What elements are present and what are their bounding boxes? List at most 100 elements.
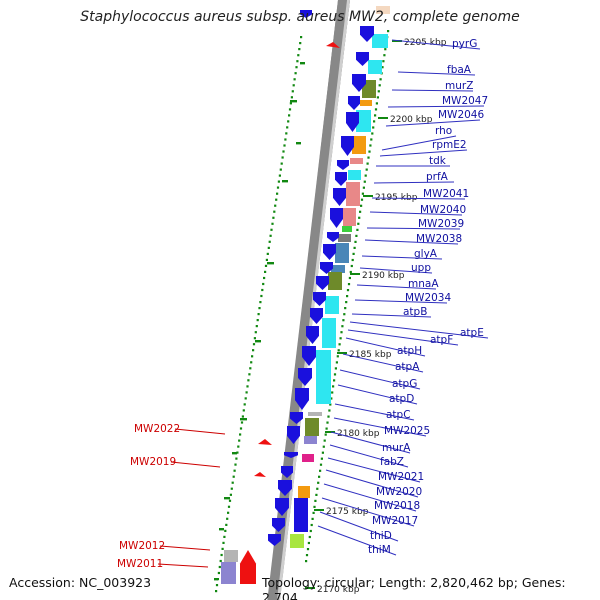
inner-tick-dot xyxy=(319,469,322,472)
outer-tick-dot xyxy=(252,343,256,346)
forward-gene-label: MW2018 xyxy=(374,500,420,512)
inner-tick-dot xyxy=(314,499,317,502)
outer-tick-dot xyxy=(262,282,265,286)
outer-tick-dot xyxy=(241,415,244,418)
outer-tick-dot xyxy=(286,126,289,129)
outer-tick-dot xyxy=(257,313,260,316)
inner-tick-dot xyxy=(309,529,312,533)
outer-tick-dot xyxy=(252,349,255,352)
forward-gene-label: thiM xyxy=(368,544,391,556)
forward-label-leader xyxy=(329,444,409,468)
cog-block xyxy=(346,182,360,206)
outer-tick-dot xyxy=(219,559,222,563)
reverse-gene-arrow xyxy=(240,550,256,584)
content-dash xyxy=(219,528,224,531)
cog-block xyxy=(331,265,345,273)
inner-tick-dot xyxy=(346,295,349,298)
inner-tick-dot xyxy=(337,349,340,352)
outer-tick-dot xyxy=(258,307,261,310)
forward-label-leader xyxy=(359,267,433,274)
forward-label-leader xyxy=(373,181,455,184)
forward-gene-label: MW2025 xyxy=(384,425,430,437)
cog-block xyxy=(221,562,236,584)
outer-tick-dot xyxy=(256,319,259,322)
outer-tick-dot xyxy=(269,234,272,237)
inner-tick-dot xyxy=(326,421,329,424)
forward-label-leader xyxy=(356,284,437,290)
inner-tick-dot xyxy=(360,204,363,207)
forward-gene-arrow xyxy=(284,452,298,458)
inner-tick-dot xyxy=(333,373,337,376)
forward-label-leader xyxy=(321,497,415,527)
outer-tick-dot xyxy=(276,186,280,189)
reverse-label-leader xyxy=(157,563,209,568)
reverse-gene-label: MW2012 xyxy=(119,540,165,552)
inner-tick-dot xyxy=(330,397,333,400)
inner-tick-dot xyxy=(322,445,325,448)
outer-tick-dot xyxy=(285,132,288,135)
outer-tick-dot xyxy=(260,294,263,298)
outer-tick-dot xyxy=(297,54,300,57)
forward-gene-arrow xyxy=(346,112,359,132)
inner-tick-dot xyxy=(325,427,328,430)
forward-label-leader xyxy=(323,483,417,512)
outer-tick-dot xyxy=(226,517,229,520)
outer-tick-dot xyxy=(289,102,292,105)
outer-tick-dot xyxy=(296,60,299,63)
inner-tick-dot xyxy=(333,379,336,382)
outer-tick-dot xyxy=(222,541,225,544)
forward-gene-arrow xyxy=(275,498,289,516)
forward-gene-label: MW2038 xyxy=(416,233,462,245)
forward-label-leader xyxy=(371,197,466,200)
outer-tick-dot xyxy=(280,162,283,165)
forward-gene-label: MW2021 xyxy=(378,471,424,483)
outer-tick-dot xyxy=(294,72,297,75)
forward-gene-label: tdk xyxy=(429,155,447,167)
inner-tick-dot xyxy=(381,66,384,69)
forward-gene-arrow xyxy=(320,262,333,274)
scale-label: 2185 kbp xyxy=(349,350,392,360)
forward-label-leader xyxy=(337,384,418,405)
forward-gene-arrow xyxy=(348,96,360,110)
forward-label-leader xyxy=(369,211,463,216)
inner-tick-dot xyxy=(307,541,310,545)
forward-gene-label: rho xyxy=(435,125,452,137)
inner-tick-dot xyxy=(315,493,318,496)
outer-tick-dot xyxy=(243,403,246,406)
outer-tick-dot xyxy=(237,445,240,448)
inner-tick-dot xyxy=(351,258,354,262)
inner-tick-dot xyxy=(364,174,367,177)
forward-label-leader xyxy=(351,313,432,318)
forward-gene-arrow xyxy=(302,346,316,366)
cog-block xyxy=(325,296,339,314)
cog-block xyxy=(372,34,388,48)
cog-block xyxy=(343,208,356,226)
forward-label-leader xyxy=(366,227,461,230)
outer-tick-dot xyxy=(261,288,264,292)
outer-tick-dot xyxy=(259,301,262,304)
forward-label-leader xyxy=(381,135,457,151)
scale-label: 2175 kbp xyxy=(326,507,369,517)
inner-tick-dot xyxy=(343,313,346,316)
outer-tick-dot xyxy=(265,258,268,261)
cog-block xyxy=(362,80,376,98)
outer-tick-dot xyxy=(224,529,227,532)
forward-gene-arrow xyxy=(300,10,312,18)
cog-block xyxy=(350,158,363,164)
outer-tick-dot xyxy=(215,584,219,587)
content-dash xyxy=(224,497,230,500)
inner-tick-dot xyxy=(321,451,324,454)
inner-tick-dot xyxy=(363,180,366,183)
forward-gene-arrow xyxy=(333,188,346,206)
forward-gene-arrow xyxy=(335,172,347,186)
forward-label-leader xyxy=(327,457,421,483)
inner-tick-dot xyxy=(346,289,350,292)
topology-summary: Topology: circular; Length: 2,820,462 bp… xyxy=(262,575,566,600)
forward-gene-label: murZ xyxy=(445,80,473,92)
inner-tick-dot xyxy=(317,481,320,484)
reverse-gene-arrow xyxy=(258,439,272,445)
outer-tick-dot xyxy=(288,114,291,117)
inner-tick-dot xyxy=(334,367,337,370)
forward-gene-label: MW2041 xyxy=(423,188,469,200)
inner-tick-dot xyxy=(372,126,375,129)
